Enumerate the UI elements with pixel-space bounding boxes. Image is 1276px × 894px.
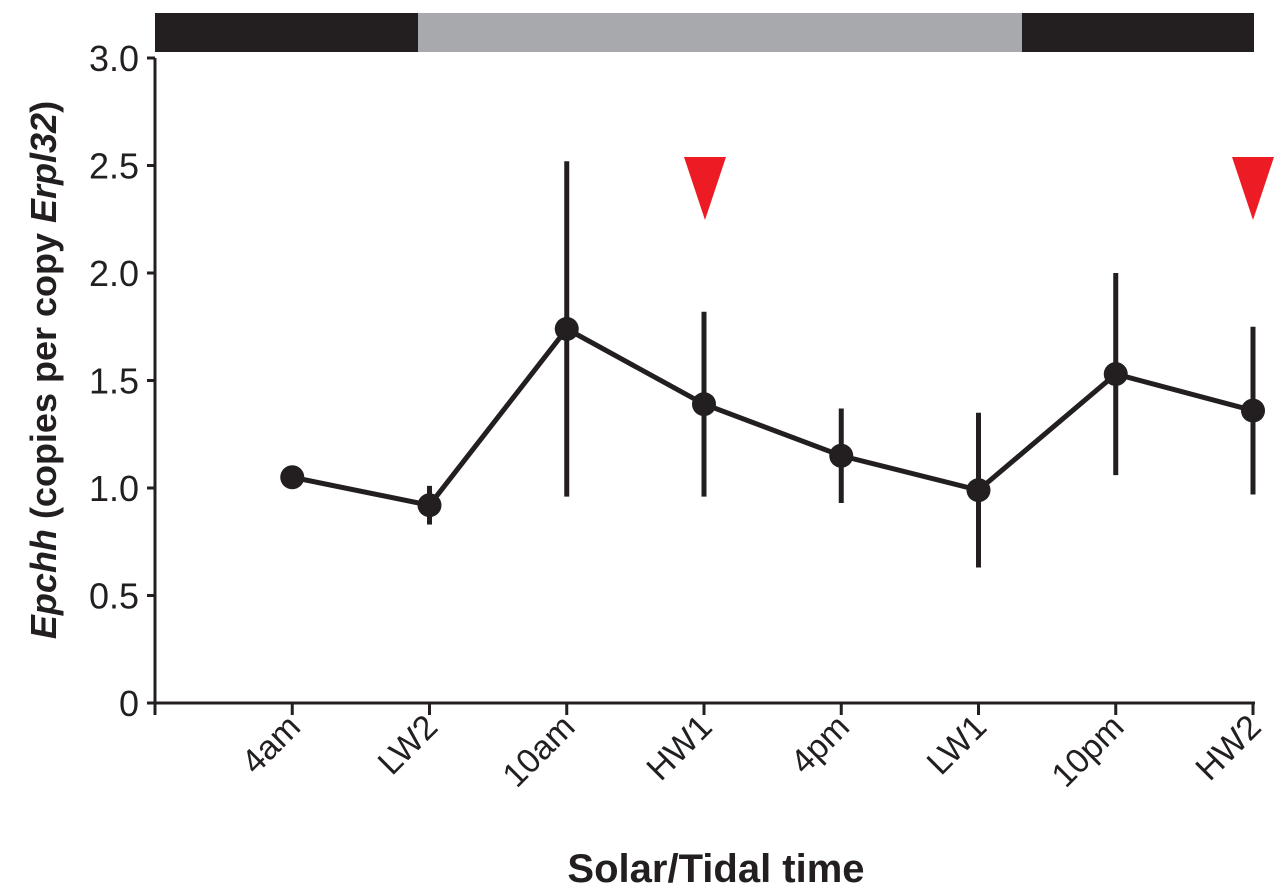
x-tick-label: 4am	[234, 708, 308, 782]
x-tick-label: LW1	[920, 708, 995, 783]
x-tick-label: HW1	[639, 708, 719, 788]
y-axis-title-part: (copies per copy	[23, 223, 64, 529]
x-tick-label: 10am	[495, 708, 582, 795]
y-axis-title-part: Epchh	[23, 529, 64, 639]
y-tick-label: 0.5	[89, 576, 139, 617]
x-axis-title: Solar/Tidal time	[567, 847, 864, 891]
y-tick-label: 1.5	[89, 361, 139, 402]
y-axis-title-part: Erpl32	[23, 113, 64, 223]
data-point	[692, 392, 716, 417]
y-tick-label: 2.5	[89, 146, 139, 187]
high-water-marker	[684, 157, 726, 220]
data-point	[417, 493, 442, 518]
data-point	[966, 478, 991, 503]
high-water-marker	[1232, 157, 1274, 220]
y-tick-label: 0	[119, 683, 139, 724]
light-period	[418, 13, 1022, 52]
data-point	[1103, 362, 1128, 387]
dark-period	[1022, 13, 1254, 52]
x-tick-label: 4pm	[783, 708, 857, 782]
x-tick-label: HW2	[1188, 708, 1268, 788]
data-point	[280, 465, 305, 490]
x-tick-label: LW2	[371, 708, 446, 783]
y-axis-title: Epchh (copies per copy Erpl32)	[23, 71, 64, 689]
data-point	[1241, 398, 1265, 423]
y-tick-label: 1.0	[89, 468, 139, 509]
y-tick-label: 3.0	[89, 38, 139, 79]
data-point	[554, 316, 579, 341]
dark-period	[155, 13, 418, 52]
y-axis-title-part: )	[23, 101, 64, 113]
y-tick-label: 2.0	[89, 253, 139, 294]
x-tick-label: 10pm	[1044, 708, 1131, 795]
data-point	[829, 443, 854, 468]
series-line	[291, 325, 1254, 508]
